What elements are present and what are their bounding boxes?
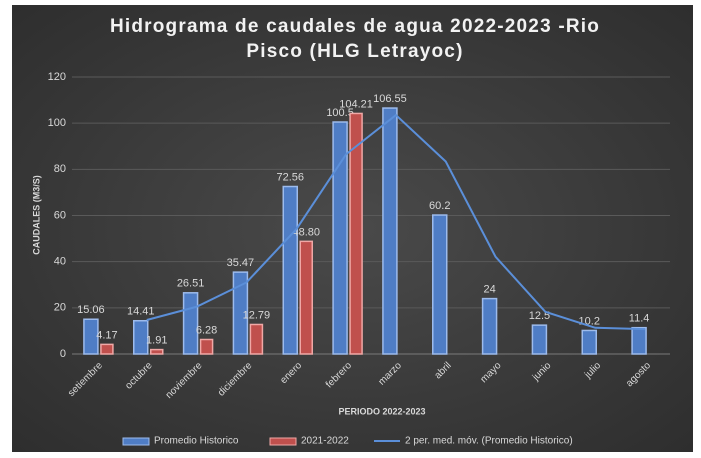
y-tick-label: 80: [54, 163, 66, 175]
legend-swatch: [122, 437, 150, 446]
bar: [83, 318, 99, 355]
x-tick-label: mayo: [479, 360, 504, 385]
bar: [581, 329, 597, 355]
bar: [100, 343, 114, 355]
x-tick-label: junio: [530, 360, 554, 384]
data-label: 72.56: [276, 171, 304, 183]
bar: [531, 324, 548, 355]
chart-title: Hidrograma de caudales de agua 2022-2023…: [109, 16, 601, 62]
bar: [631, 326, 647, 355]
bar: [481, 297, 498, 355]
data-label: 14.41: [127, 306, 155, 318]
data-label: 106.55: [373, 93, 407, 105]
bar: [133, 319, 149, 355]
data-label: 6.28: [196, 324, 217, 336]
data-label: 26.51: [177, 278, 205, 290]
x-tick-label: octubre: [123, 360, 155, 392]
bar: [232, 271, 249, 355]
data-label: 104.21: [339, 98, 373, 110]
legend-label: 2021-2022: [301, 436, 349, 447]
bar: [349, 112, 363, 355]
data-label: 48.80: [292, 226, 320, 238]
bar: [199, 338, 214, 355]
x-axis-title: PERIODO 2022-2023: [338, 406, 425, 416]
y-tick-label: 40: [54, 256, 66, 268]
x-tick-label: enero: [278, 360, 304, 386]
x-tick-label: marzo: [376, 360, 404, 388]
data-label: 24: [483, 284, 495, 296]
bar: [282, 185, 298, 355]
legend-label: Promedio Historico: [154, 436, 239, 447]
bar: [249, 323, 264, 355]
y-tick-label: 0: [60, 348, 66, 360]
data-label: 1.91: [146, 334, 167, 346]
data-label: 15.06: [77, 304, 105, 316]
bar: [299, 240, 313, 355]
y-axis-title: CAUDALES (M3/S): [31, 175, 41, 255]
bar: [382, 107, 398, 355]
x-tick-label: setiembre: [66, 360, 105, 399]
y-tick-label: 60: [54, 209, 66, 221]
data-label: 12.79: [243, 309, 271, 321]
bar: [332, 121, 348, 355]
y-tick-label: 120: [48, 71, 66, 83]
x-tick-label: febrero: [324, 360, 354, 390]
bar: [150, 348, 164, 355]
data-label: 60.2: [429, 200, 450, 212]
data-label: 11.4: [629, 313, 650, 325]
x-tick-label: noviembre: [164, 360, 205, 401]
y-tick-label: 20: [54, 302, 66, 314]
legend-swatch: [269, 437, 297, 446]
data-label: 12.5: [529, 310, 550, 322]
trend-line: [146, 113, 646, 331]
x-tick-label: julio: [582, 360, 603, 381]
x-tick-label: diciembre: [216, 360, 255, 399]
y-tick-label: 100: [48, 117, 66, 129]
bar: [432, 214, 448, 355]
data-label: 35.47: [227, 257, 255, 269]
bar: [182, 292, 199, 355]
x-tick-label: abril: [433, 360, 454, 381]
x-tick-label: agosto: [624, 360, 653, 389]
legend-label: 2 per. med. móv. (Promedio Historico): [405, 436, 573, 447]
data-label: 100.5: [326, 107, 354, 119]
data-label: 4.17: [96, 329, 117, 341]
